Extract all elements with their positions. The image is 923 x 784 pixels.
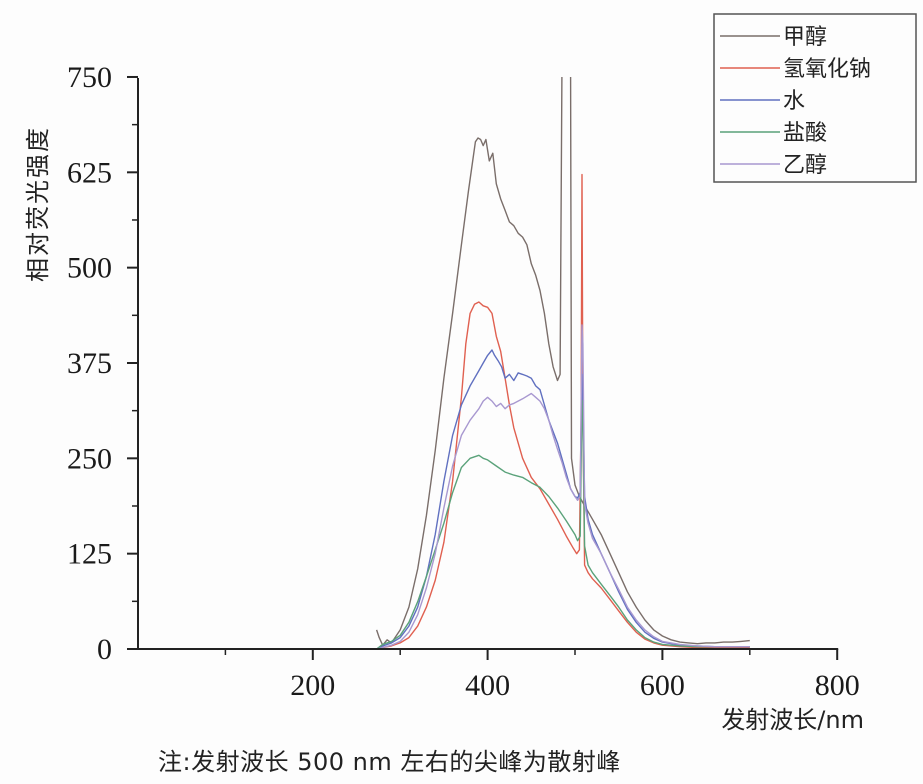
figure-note: 注:发射波长 500 nm 左右的尖峰为散射峰 — [158, 748, 621, 776]
legend-item: 氢氧化钠 — [720, 57, 871, 82]
x-tick-label: 800 — [815, 669, 860, 702]
series-line-1 — [376, 173, 750, 650]
x-axis-label: 发射波长/nm — [721, 706, 864, 734]
legend-box — [713, 13, 917, 183]
legend-item: 盐酸 — [720, 121, 827, 146]
y-tick-label: 375 — [67, 347, 112, 380]
legend-label: 盐酸 — [783, 121, 827, 146]
y-axis-title: 相对荧光强度 — [24, 126, 52, 282]
axes: 0 125 250 375 500 625 750 200 400 600 800 — [67, 61, 860, 702]
y-axis-label: 相对荧光强度 — [24, 126, 52, 282]
y-tick-label: 250 — [67, 442, 112, 475]
series-line-0 — [375, 77, 750, 646]
legend-item: 乙醇 — [720, 153, 827, 178]
series-line-2 — [376, 349, 750, 650]
x-tick-label: 200 — [290, 669, 335, 702]
series-layer — [375, 77, 750, 650]
y-tick-label: 625 — [67, 156, 112, 189]
x-tick-label: 400 — [465, 669, 510, 702]
y-tick-label: 500 — [67, 252, 112, 285]
legend-item: 甲醇 — [720, 25, 827, 50]
y-tick-label: 750 — [67, 61, 112, 94]
legend-label: 氢氧化钠 — [783, 57, 871, 82]
legend-label: 乙醇 — [783, 153, 827, 178]
y-tick-label: 125 — [67, 538, 112, 571]
series-line-4 — [376, 324, 750, 650]
legend-label: 甲醇 — [783, 25, 827, 50]
x-tick-label: 600 — [640, 669, 685, 702]
legend-item: 水 — [720, 89, 805, 114]
series-line-3 — [376, 399, 750, 650]
legend-label: 水 — [783, 89, 805, 114]
y-tick-label: 0 — [97, 633, 112, 666]
